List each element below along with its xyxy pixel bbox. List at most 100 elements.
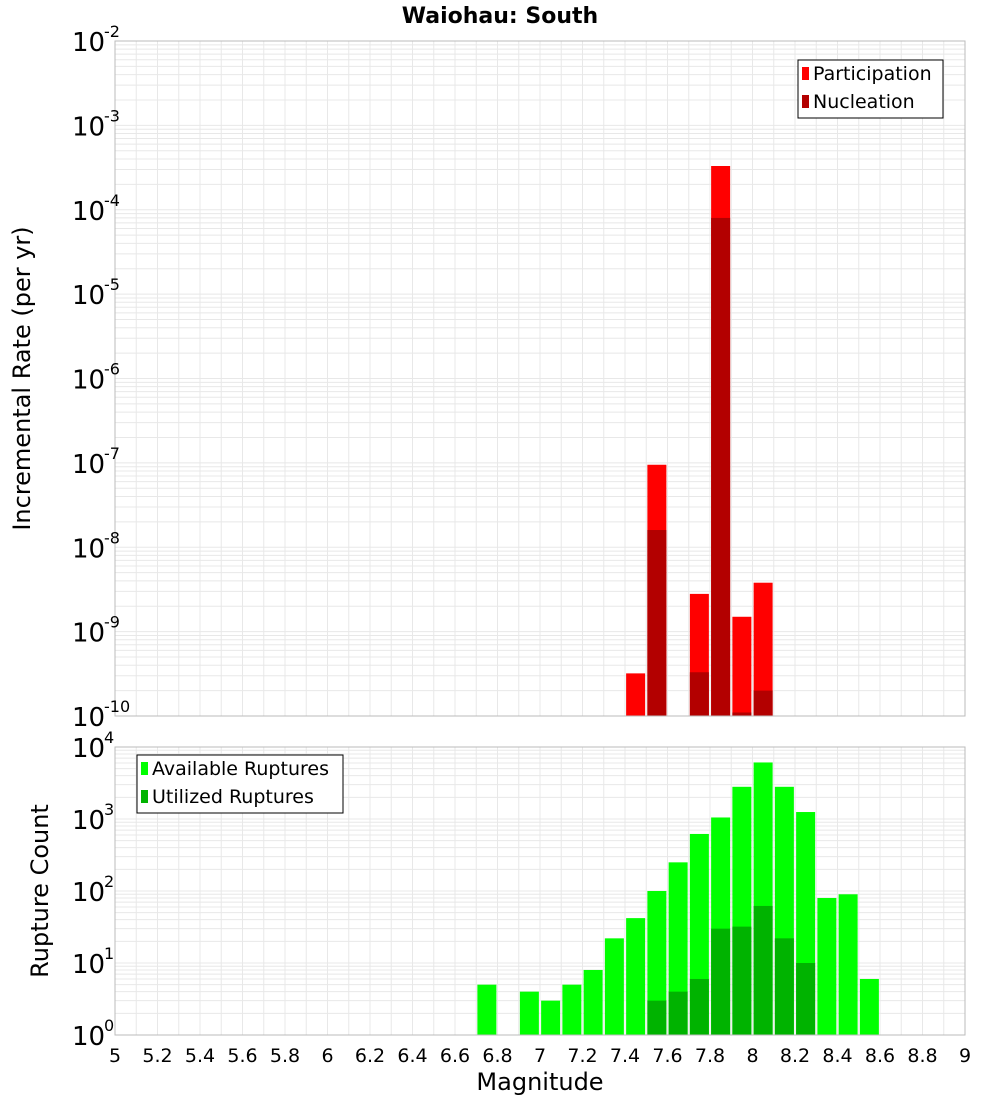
x-tick-label: 7.2 [567, 1045, 597, 1067]
y-tick-exponent: -8 [104, 528, 120, 547]
y-tick-label: 10 [72, 878, 105, 908]
bar-available-ruptures [541, 1000, 561, 1035]
x-tick-label: 8.2 [780, 1045, 810, 1067]
bar-overlay-nucleation [753, 690, 773, 716]
x-tick-label: 8.4 [822, 1045, 852, 1067]
legend-label: Available Ruptures [152, 758, 329, 780]
y-tick-exponent: 1 [104, 944, 114, 963]
x-tick-label: 8.6 [865, 1045, 895, 1067]
bar-available-ruptures [647, 891, 667, 1035]
bar-overlay-nucleation [647, 530, 667, 716]
y-tick-label: 10 [72, 534, 105, 564]
legend-swatch [141, 762, 148, 775]
x-tick-label: 6 [321, 1045, 333, 1067]
x-tick-label: 5.2 [142, 1045, 172, 1067]
y-tick-label: 10 [72, 112, 105, 142]
y-tick-label: 10 [72, 1022, 105, 1052]
legend-box [136, 754, 344, 814]
top-y-axis-label: Incremental Rate (per yr) [8, 226, 36, 530]
y-tick-label: 10 [72, 619, 105, 649]
y-tick-exponent: 3 [104, 800, 114, 819]
legend-box [797, 59, 944, 119]
x-tick-label: 8.8 [907, 1045, 937, 1067]
top-plot-frame [114, 40, 966, 717]
y-tick-label: 10 [72, 450, 105, 480]
bottom-legend: Available Ruptures Utilized Ruptures [136, 754, 344, 814]
legend-swatch [802, 95, 809, 108]
y-tick-label: 10 [72, 950, 105, 980]
x-tick-label: 5.6 [227, 1045, 257, 1067]
bar-overlay-nucleation [711, 217, 731, 716]
top-bars [626, 166, 773, 717]
bar-overlay-utilized-ruptures [711, 928, 731, 1035]
legend-label: Utilized Ruptures [152, 786, 314, 808]
y-tick-exponent: 2 [104, 872, 114, 891]
x-tick-label: 5.4 [185, 1045, 215, 1067]
x-tick-label: 6.4 [397, 1045, 427, 1067]
y-tick-exponent: -10 [104, 697, 130, 716]
bottom-plot-frame [114, 746, 966, 1036]
x-tick-label: 6.8 [482, 1045, 512, 1067]
y-tick-label: 10 [72, 734, 105, 764]
x-tick-labels: 5 5.2 5.4 5.6 5.8 6 6.2 6.4 6.6 6.8 7 7.2 7.4 7.6 7.8 8… [109, 1045, 971, 1067]
x-tick-label: 7.8 [695, 1045, 725, 1067]
legend-swatch [141, 790, 148, 803]
y-tick-exponent: 4 [104, 728, 114, 747]
top-gridlines [114, 41, 966, 717]
chart-title: Waiohau: South [402, 4, 598, 29]
legend-label: Nucleation [813, 91, 915, 113]
y-tick-label: 10 [72, 281, 105, 311]
bottom-bars [477, 762, 879, 1035]
x-tick-label: 7.6 [652, 1045, 682, 1067]
x-tick-label: 6.2 [355, 1045, 385, 1067]
y-tick-exponent: -2 [104, 22, 120, 41]
y-tick-label: 10 [72, 806, 105, 836]
bar-overlay-utilized-ruptures [647, 1000, 667, 1035]
bar-overlay-utilized-ruptures [689, 978, 709, 1035]
legend-swatch [802, 67, 809, 80]
top-legend: Participation Nucleation [797, 59, 944, 119]
bar-overlay-utilized-ruptures [668, 991, 688, 1035]
y-tick-exponent: -3 [104, 106, 120, 125]
x-tick-label: 7 [534, 1045, 546, 1067]
x-tick-label: 7.4 [610, 1045, 640, 1067]
bar-available-ruptures [817, 897, 837, 1035]
bar-overlay-nucleation [689, 672, 709, 716]
bar-available-ruptures [519, 991, 539, 1035]
x-tick-label: 5 [109, 1045, 121, 1067]
legend-label: Participation [813, 63, 932, 85]
x-axis-label: Magnitude [476, 1068, 603, 1096]
bar-available-ruptures [626, 918, 646, 1035]
y-tick-exponent: -4 [104, 191, 120, 210]
y-tick-exponent: -9 [104, 613, 120, 632]
y-tick-exponent: 0 [104, 1016, 114, 1035]
x-tick-label: 9 [959, 1045, 971, 1067]
bar-available-ruptures [604, 938, 624, 1035]
bottom-y-axis-label: Rupture Count [26, 804, 54, 978]
bar-available-ruptures [562, 984, 582, 1035]
x-tick-label: 6.6 [440, 1045, 470, 1067]
bar-participation [753, 582, 773, 716]
y-tick-label: 10 [72, 197, 105, 227]
y-tick-exponent: -5 [104, 275, 120, 294]
bar-available-ruptures [583, 969, 603, 1035]
bar-overlay-utilized-ruptures [732, 926, 752, 1035]
bar-available-ruptures [859, 978, 879, 1035]
y-tick-label: 10 [72, 703, 105, 733]
bar-available-ruptures [838, 894, 858, 1035]
x-tick-label: 5.8 [270, 1045, 300, 1067]
bar-overlay-utilized-ruptures [753, 905, 773, 1035]
y-tick-label: 10 [72, 28, 105, 58]
bar-overlay-nucleation [732, 712, 752, 716]
bar-participation [626, 673, 646, 716]
y-tick-label: 10 [72, 366, 105, 396]
bar-participation [732, 616, 752, 716]
y-tick-exponent: -7 [104, 444, 120, 463]
bar-available-ruptures [477, 984, 497, 1035]
y-tick-exponent: -6 [104, 360, 120, 379]
